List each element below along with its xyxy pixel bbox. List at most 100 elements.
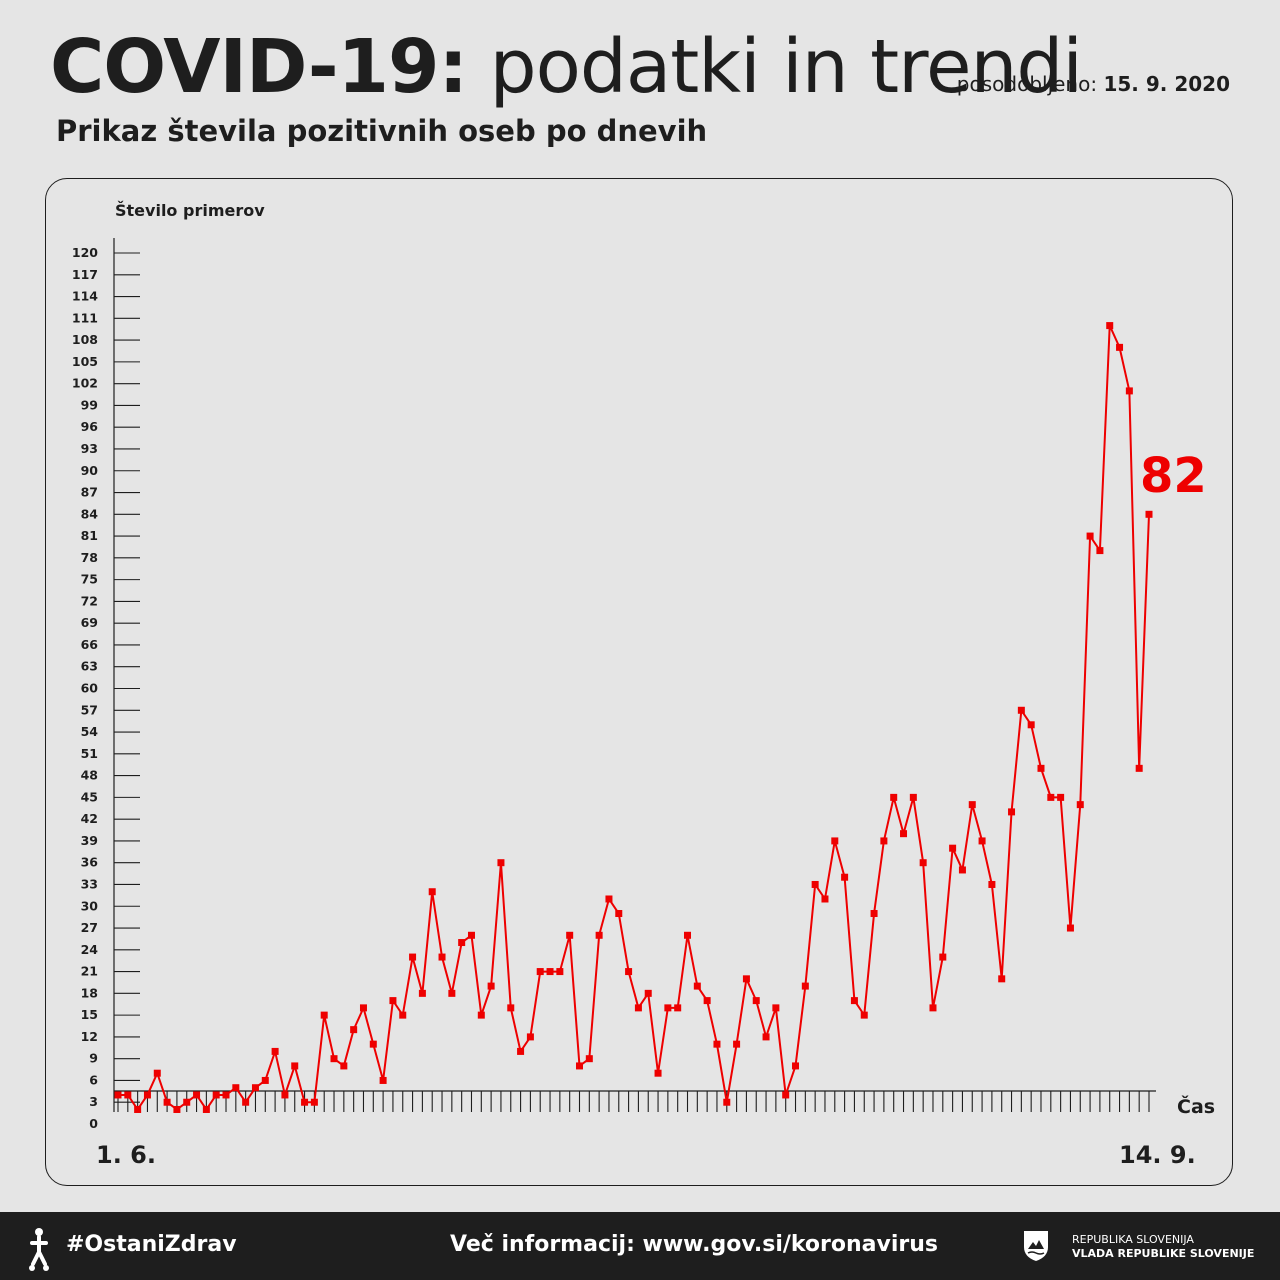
data-point bbox=[330, 1055, 338, 1063]
data-point bbox=[742, 975, 750, 983]
y-tick-label: 84 bbox=[81, 506, 99, 521]
data-point bbox=[359, 1004, 367, 1012]
y-tick-label: 114 bbox=[72, 289, 98, 304]
data-point bbox=[212, 1091, 220, 1099]
data-point bbox=[939, 953, 947, 961]
data-point bbox=[183, 1098, 191, 1106]
crest-icon bbox=[1024, 1231, 1048, 1261]
y-tick-label: 60 bbox=[81, 681, 99, 696]
data-point bbox=[517, 1047, 525, 1055]
y-tick-label: 72 bbox=[81, 593, 98, 608]
y-tick-label: 99 bbox=[81, 397, 98, 412]
y-tick-label: 96 bbox=[81, 419, 99, 434]
last-value-label: 82 bbox=[1140, 448, 1207, 504]
data-point bbox=[477, 1011, 485, 1019]
data-point bbox=[261, 1076, 269, 1084]
data-point bbox=[801, 982, 809, 990]
y-tick-label: 9 bbox=[89, 1051, 98, 1066]
data-point bbox=[1125, 387, 1133, 395]
data-point bbox=[448, 989, 456, 997]
y-tick-label: 36 bbox=[81, 855, 99, 870]
data-point bbox=[949, 844, 957, 852]
data-point bbox=[909, 793, 917, 801]
data-point bbox=[968, 801, 976, 809]
y-axis-title: Število primerov bbox=[115, 201, 265, 220]
data-point bbox=[458, 939, 466, 947]
y-tick-label: 33 bbox=[81, 876, 98, 891]
data-point bbox=[811, 880, 819, 888]
gov-line1: REPUBLIKA SLOVENIJA bbox=[1072, 1233, 1194, 1246]
data-point bbox=[713, 1040, 721, 1048]
chart-panel bbox=[45, 178, 1233, 1186]
y-tick-label: 48 bbox=[81, 768, 98, 783]
data-point bbox=[595, 931, 603, 939]
data-point bbox=[340, 1062, 348, 1070]
data-point bbox=[291, 1062, 299, 1070]
data-point bbox=[487, 982, 495, 990]
data-point bbox=[634, 1004, 642, 1012]
data-point bbox=[900, 830, 908, 838]
y-tick-label: 3 bbox=[89, 1094, 98, 1109]
y-tick-label: 87 bbox=[81, 485, 98, 500]
series-line bbox=[114, 322, 1153, 1113]
data-point bbox=[1047, 793, 1055, 801]
y-tick-label: 39 bbox=[81, 833, 98, 848]
chart-axes: 0369121518212427303336394245485154576063… bbox=[72, 238, 1156, 1131]
y-tick-label: 90 bbox=[81, 463, 99, 478]
data-point bbox=[1096, 547, 1104, 555]
footer: #OstaniZdrav Več informacij: www.gov.si/… bbox=[0, 1212, 1280, 1280]
data-point bbox=[320, 1011, 328, 1019]
data-point bbox=[536, 968, 544, 976]
data-point bbox=[654, 1069, 662, 1077]
title-bold: COVID-19: bbox=[50, 24, 468, 110]
data-point bbox=[526, 1033, 534, 1041]
gov-line2: VLADA REPUBLIKE SLOVENIJE bbox=[1072, 1247, 1255, 1260]
data-point bbox=[1008, 808, 1016, 816]
x-end-label: 14. 9. bbox=[1119, 1141, 1196, 1169]
data-point bbox=[281, 1091, 289, 1099]
data-point bbox=[625, 968, 633, 976]
data-point bbox=[114, 1091, 122, 1099]
data-point bbox=[1037, 764, 1045, 772]
y-tick-label: 27 bbox=[81, 920, 98, 935]
data-point bbox=[752, 997, 760, 1005]
data-point bbox=[1116, 343, 1124, 351]
updated-label: posodobljeno: bbox=[956, 72, 1098, 96]
data-point bbox=[870, 910, 878, 918]
data-point bbox=[723, 1098, 731, 1106]
data-point bbox=[860, 1011, 868, 1019]
y-tick-label: 30 bbox=[81, 898, 99, 913]
data-point bbox=[978, 837, 986, 845]
data-point bbox=[143, 1091, 151, 1099]
data-point bbox=[546, 968, 554, 976]
data-point bbox=[350, 1026, 358, 1034]
info-link[interactable]: Več informacij: www.gov.si/koronavirus bbox=[450, 1232, 939, 1257]
updated-date: 15. 9. 2020 bbox=[1103, 72, 1230, 96]
data-point bbox=[409, 953, 417, 961]
data-point bbox=[664, 1004, 672, 1012]
data-point bbox=[958, 866, 966, 874]
line-chart: Število primerov Čas 1. 6. 14. 9. 036912… bbox=[72, 201, 1215, 1169]
data-point bbox=[271, 1047, 279, 1055]
chart-subtitle: Prikaz števila pozitivnih oseb po dnevih bbox=[56, 114, 708, 148]
data-point bbox=[379, 1076, 387, 1084]
y-tick-label: 117 bbox=[72, 267, 98, 282]
data-point bbox=[890, 793, 898, 801]
data-point bbox=[703, 997, 711, 1005]
data-point bbox=[831, 837, 839, 845]
data-point bbox=[1017, 706, 1025, 714]
data-point bbox=[202, 1105, 210, 1113]
y-tick-label: 78 bbox=[81, 550, 98, 565]
y-tick-label: 93 bbox=[81, 441, 98, 456]
data-point bbox=[251, 1084, 259, 1092]
data-point bbox=[1086, 532, 1094, 540]
updated-info: posodobljeno: 15. 9. 2020 bbox=[957, 72, 1230, 96]
y-tick-label: 120 bbox=[72, 245, 98, 260]
y-tick-label: 45 bbox=[81, 789, 98, 804]
data-point bbox=[644, 989, 652, 997]
data-point bbox=[772, 1004, 780, 1012]
x-axis-title: Čas bbox=[1177, 1094, 1215, 1118]
y-tick-label: 108 bbox=[72, 332, 98, 347]
data-point bbox=[399, 1011, 407, 1019]
series-polyline bbox=[118, 324, 1150, 1111]
